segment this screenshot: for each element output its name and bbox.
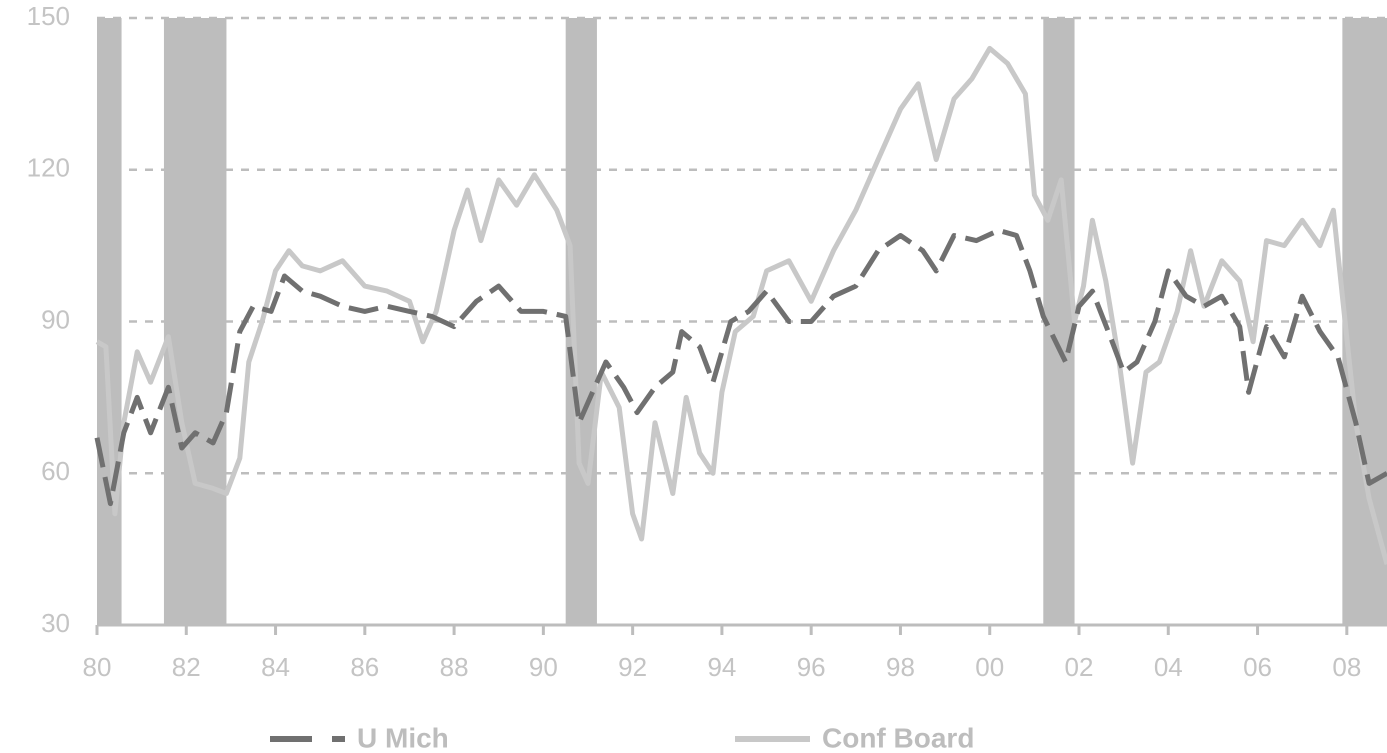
x-tick-label: 82	[172, 652, 201, 682]
y-tick-label: 30	[41, 608, 70, 638]
x-tick-label: 92	[618, 652, 647, 682]
series-line	[94, 227, 1387, 507]
y-tick-label: 120	[27, 153, 70, 183]
x-tick-label: 02	[1065, 652, 1094, 682]
x-tick-label: 06	[1243, 652, 1272, 682]
x-tick-label: 94	[707, 652, 736, 682]
x-tick-label: 84	[261, 652, 290, 682]
x-tick-label: 96	[797, 652, 826, 682]
legend-label: U Mich	[357, 722, 449, 753]
x-tick-label: 86	[350, 652, 379, 682]
x-tick-label: 88	[440, 652, 469, 682]
x-tick-label: 04	[1154, 652, 1183, 682]
legend-label: Conf Board	[822, 722, 974, 753]
y-tick-label: 60	[41, 456, 70, 486]
x-tick-label: 08	[1332, 652, 1361, 682]
series-line	[95, 45, 1387, 565]
x-tick-label: 80	[83, 652, 112, 682]
x-tick-label: 90	[529, 652, 558, 682]
y-tick-label: 150	[27, 1, 70, 31]
y-tick-label: 90	[41, 304, 70, 334]
x-tick-label: 00	[975, 652, 1004, 682]
x-tick-label: 98	[886, 652, 915, 682]
